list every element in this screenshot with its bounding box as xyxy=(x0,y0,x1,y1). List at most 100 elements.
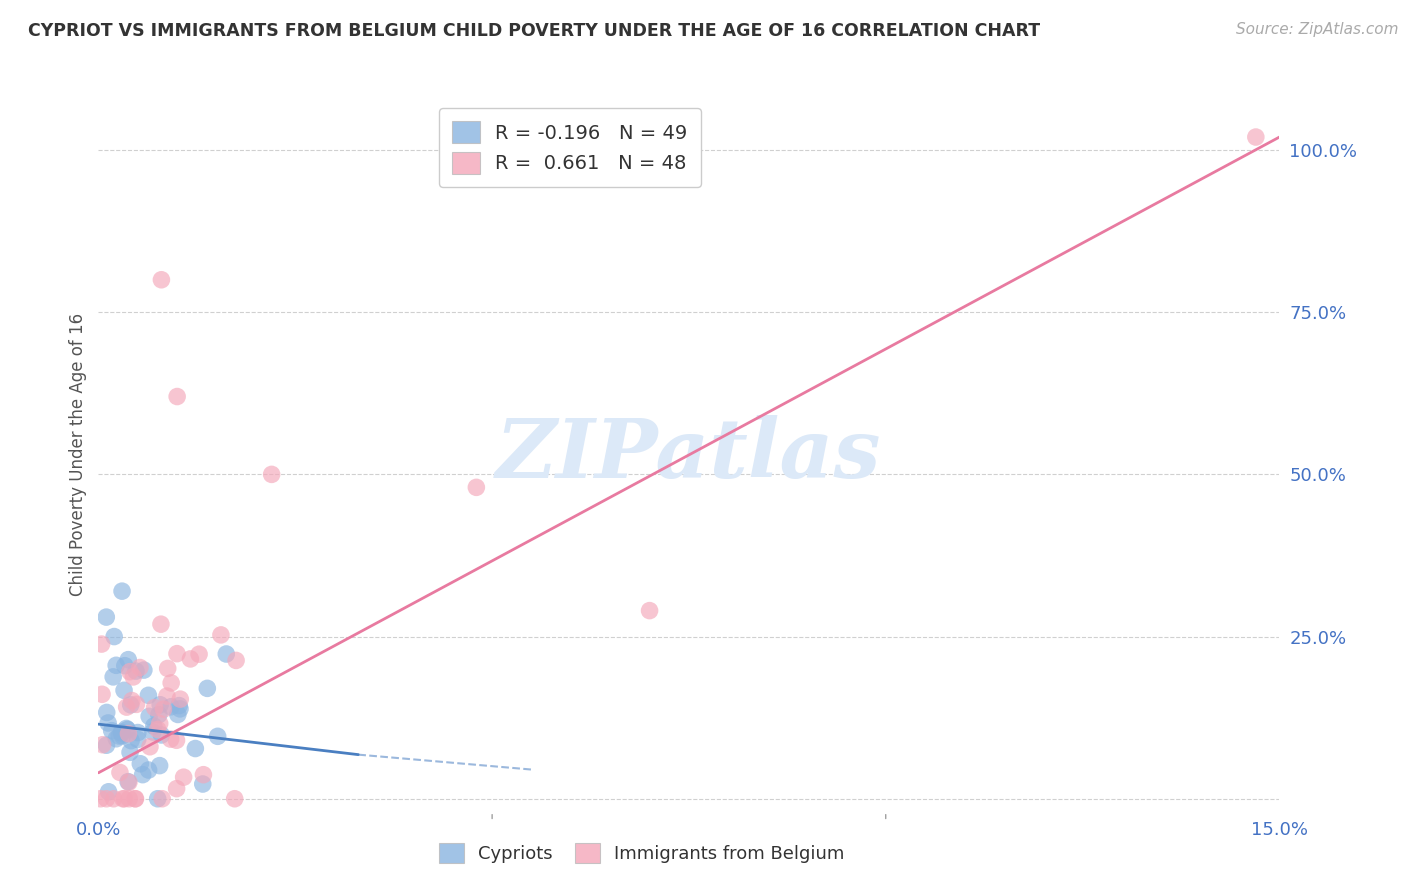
Point xyxy=(114,658,136,673)
Point xyxy=(96,791,118,805)
Point xyxy=(132,663,155,677)
Point xyxy=(131,767,153,781)
Point xyxy=(465,480,488,494)
Point xyxy=(118,745,141,759)
Point xyxy=(156,689,179,703)
Point xyxy=(124,791,146,805)
Text: Source: ZipAtlas.com: Source: ZipAtlas.com xyxy=(1236,22,1399,37)
Point xyxy=(150,791,173,805)
Point xyxy=(167,698,190,713)
Point xyxy=(117,774,139,789)
Point xyxy=(149,758,172,772)
Point xyxy=(111,584,134,599)
Point xyxy=(152,702,174,716)
Point xyxy=(1244,130,1267,145)
Point xyxy=(143,700,166,714)
Point xyxy=(156,661,179,675)
Point xyxy=(207,729,229,743)
Point xyxy=(96,738,118,752)
Point xyxy=(97,785,120,799)
Point xyxy=(117,727,139,741)
Point xyxy=(108,729,131,743)
Point xyxy=(142,719,165,733)
Point xyxy=(103,630,125,644)
Point xyxy=(166,707,188,722)
Point xyxy=(146,791,169,805)
Point xyxy=(117,653,139,667)
Point xyxy=(101,670,124,684)
Point xyxy=(96,706,118,720)
Text: CYPRIOT VS IMMIGRANTS FROM BELGIUM CHILD POVERTY UNDER THE AGE OF 16 CORRELATION: CYPRIOT VS IMMIGRANTS FROM BELGIUM CHILD… xyxy=(28,22,1040,40)
Point xyxy=(169,702,191,716)
Point xyxy=(112,791,135,805)
Point xyxy=(91,687,114,701)
Point xyxy=(138,688,160,702)
Point xyxy=(191,777,214,791)
Point xyxy=(115,722,138,736)
Point xyxy=(91,738,114,752)
Point xyxy=(149,716,172,731)
Point xyxy=(122,670,145,684)
Point xyxy=(129,756,152,771)
Point xyxy=(118,775,141,789)
Point xyxy=(105,658,128,673)
Point xyxy=(179,652,201,666)
Point xyxy=(193,767,215,781)
Point xyxy=(173,770,195,784)
Point xyxy=(105,731,128,746)
Point xyxy=(118,791,141,805)
Point xyxy=(149,617,172,632)
Point xyxy=(127,732,149,747)
Legend: Cypriots, Immigrants from Belgium: Cypriots, Immigrants from Belgium xyxy=(432,836,852,871)
Point xyxy=(127,725,149,739)
Point xyxy=(129,660,152,674)
Point xyxy=(139,739,162,754)
Point xyxy=(120,733,142,747)
Point xyxy=(115,700,138,714)
Point xyxy=(160,699,183,714)
Point xyxy=(260,467,283,482)
Point xyxy=(124,791,146,805)
Point xyxy=(146,723,169,737)
Point xyxy=(188,647,211,661)
Point xyxy=(120,698,142,712)
Point xyxy=(97,716,120,731)
Point xyxy=(103,791,125,805)
Point xyxy=(100,723,122,738)
Point xyxy=(224,791,246,805)
Point xyxy=(125,664,148,678)
Point xyxy=(111,729,134,743)
Point xyxy=(110,725,132,739)
Point xyxy=(138,763,160,777)
Point xyxy=(121,693,143,707)
Point xyxy=(150,273,173,287)
Text: ZIPatlas: ZIPatlas xyxy=(496,415,882,495)
Point xyxy=(90,791,112,805)
Point xyxy=(142,725,165,739)
Point xyxy=(150,728,173,742)
Point xyxy=(166,781,188,796)
Point xyxy=(117,723,139,737)
Point xyxy=(169,692,191,706)
Point xyxy=(160,676,183,690)
Point xyxy=(108,765,131,780)
Point xyxy=(118,665,141,679)
Point xyxy=(215,647,238,661)
Point xyxy=(111,726,134,740)
Point xyxy=(125,698,148,712)
Point xyxy=(166,390,188,404)
Point xyxy=(638,604,661,618)
Point xyxy=(209,628,232,642)
Point xyxy=(184,741,207,756)
Y-axis label: Child Poverty Under the Age of 16: Child Poverty Under the Age of 16 xyxy=(69,313,87,597)
Point xyxy=(90,637,112,651)
Point xyxy=(149,698,172,712)
Point xyxy=(111,791,134,805)
Point xyxy=(225,653,247,667)
Point xyxy=(96,610,118,624)
Point xyxy=(166,647,188,661)
Point xyxy=(138,709,160,723)
Point xyxy=(112,683,135,698)
Point xyxy=(148,707,170,722)
Point xyxy=(159,732,181,747)
